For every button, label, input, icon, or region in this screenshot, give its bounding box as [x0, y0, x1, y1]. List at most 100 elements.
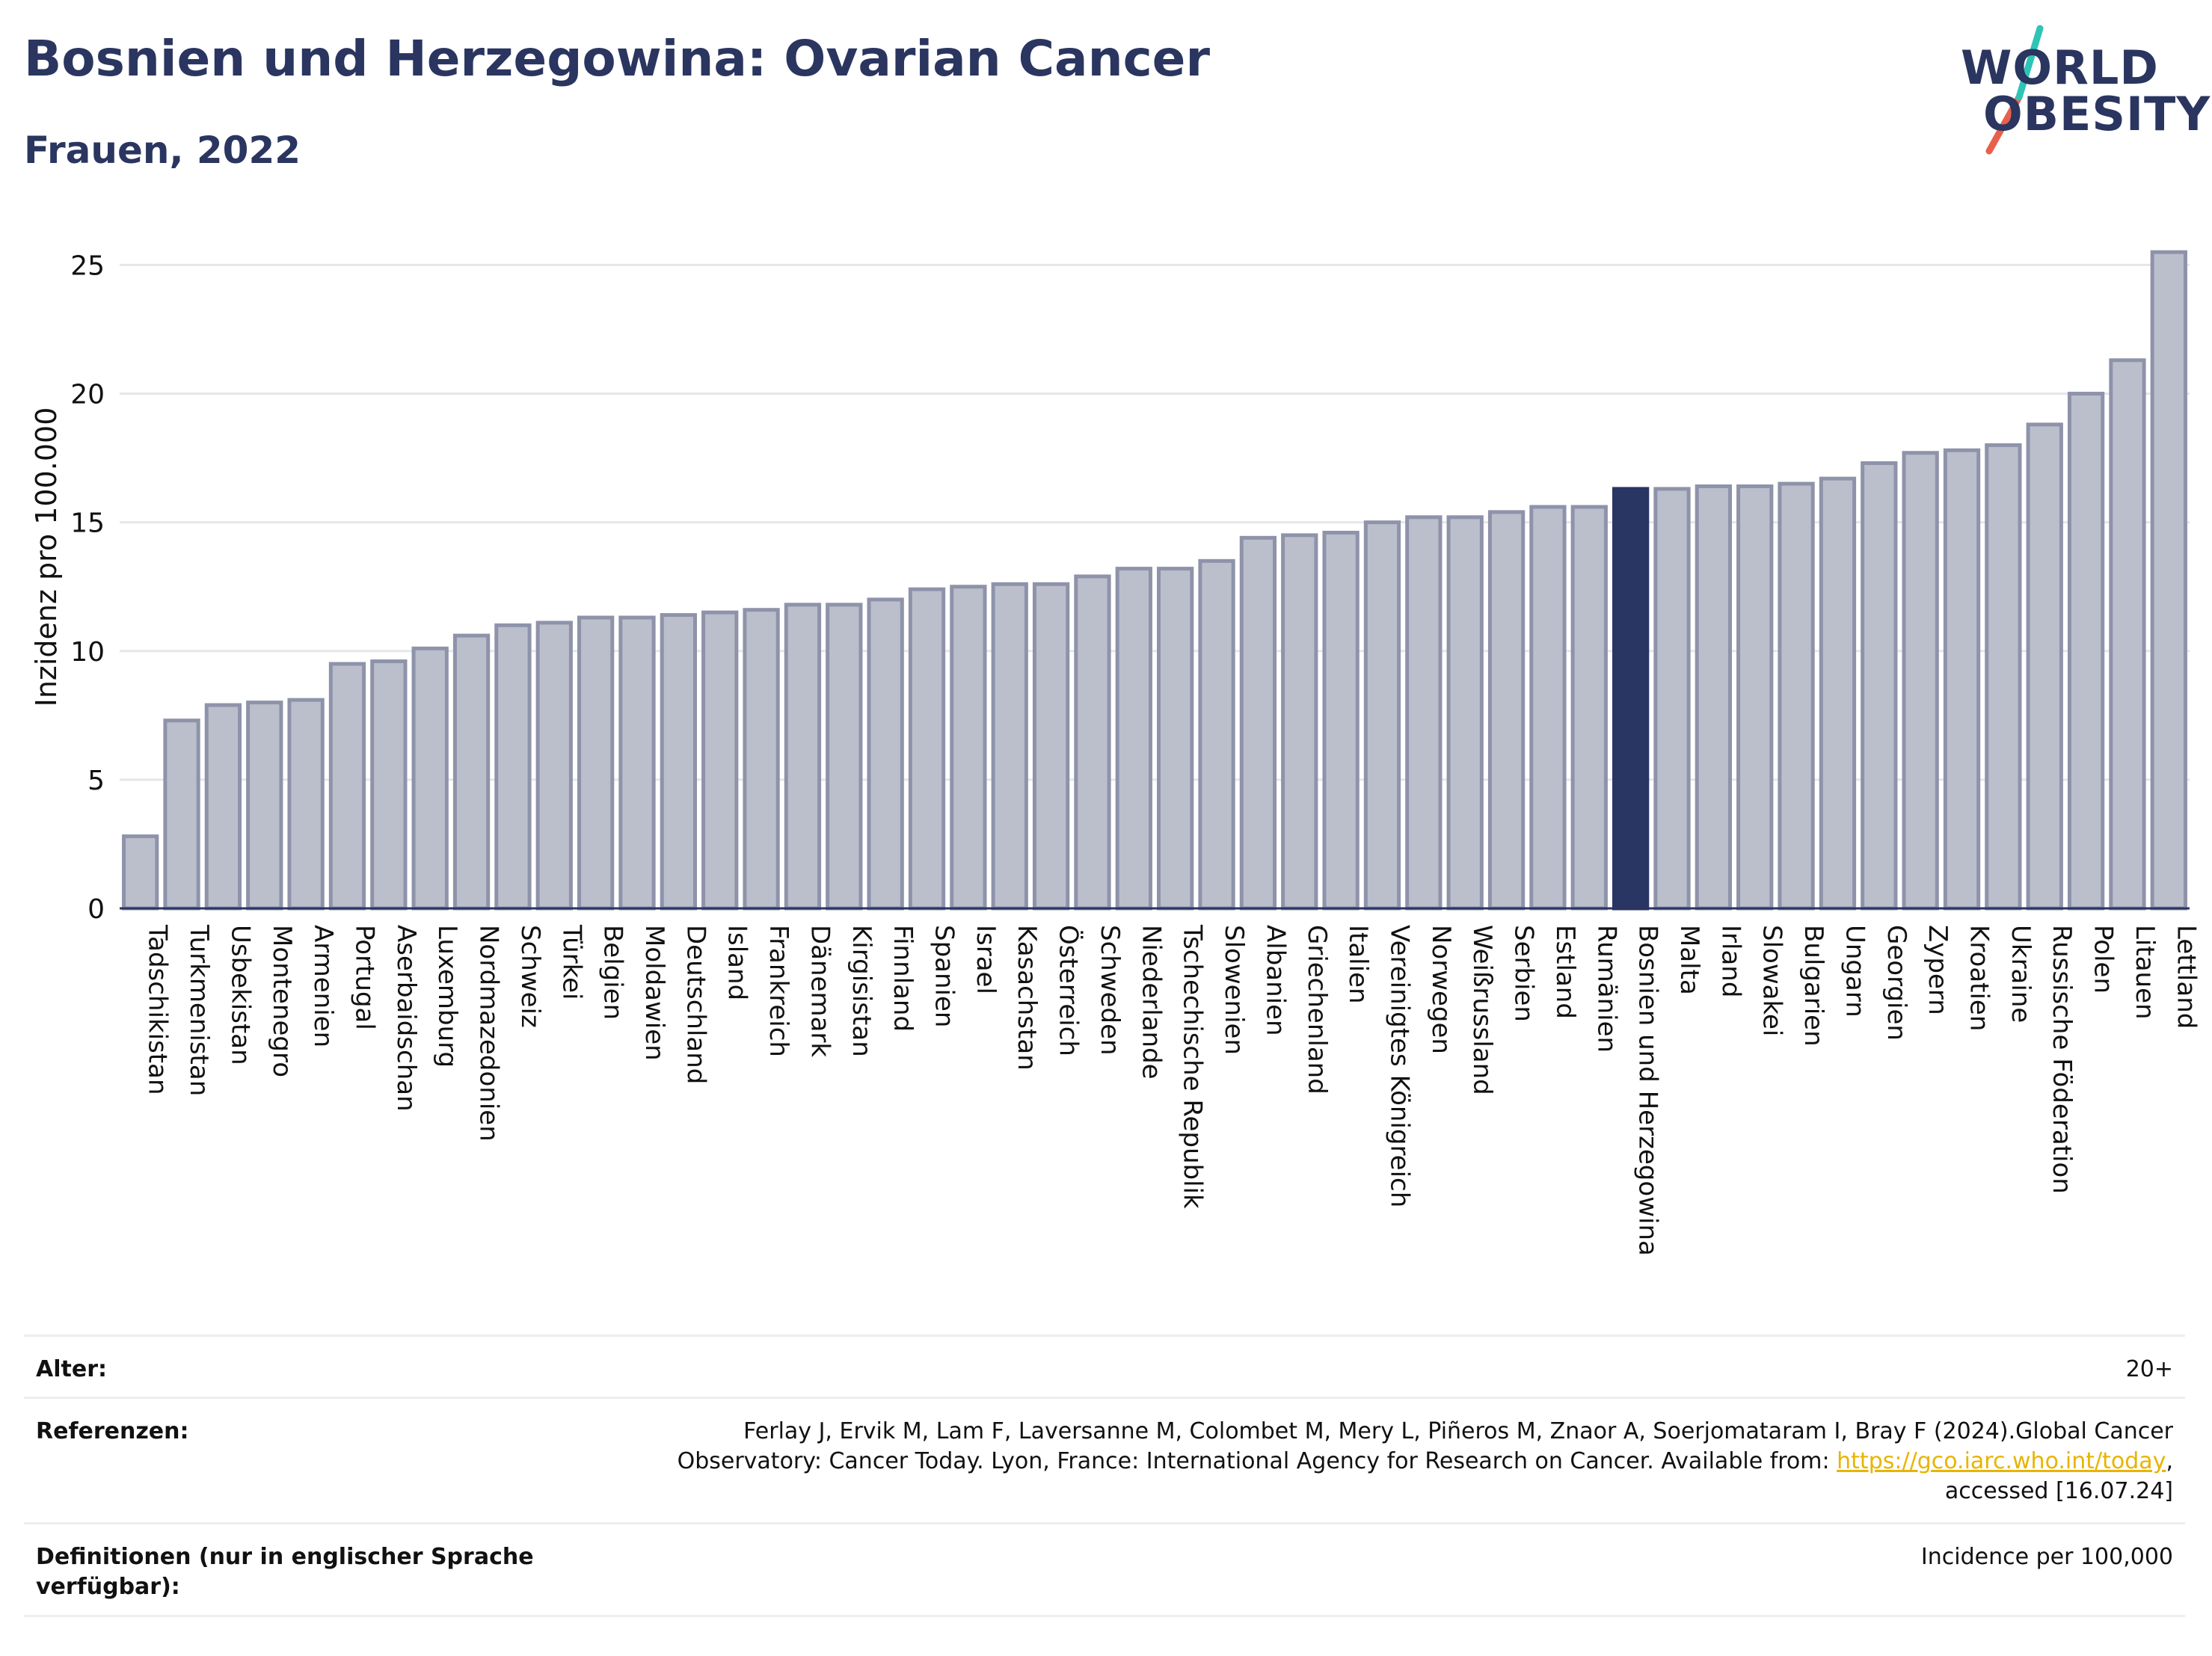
bar-slowakei[interactable]: [1736, 484, 1774, 911]
x-tick-label: Israel: [971, 925, 1001, 994]
x-tick-label: Belgien: [598, 925, 628, 1020]
bar-polen[interactable]: [2067, 392, 2105, 911]
bar-serbien[interactable]: [1487, 510, 1526, 911]
bar-schweiz[interactable]: [494, 623, 532, 911]
bar-vereinigtes-königreich[interactable]: [1363, 520, 1401, 911]
footer-divider: [24, 1615, 2185, 1617]
x-tick-label: Usbekistan: [225, 925, 255, 1065]
x-tick-label: Bulgarien: [1798, 925, 1828, 1047]
bar-nordmazedonien[interactable]: [452, 633, 491, 911]
bar-weißrussland[interactable]: [1446, 515, 1484, 911]
x-tick-label: Albanien: [1260, 925, 1290, 1036]
bar-armenien[interactable]: [287, 698, 325, 911]
x-tick-label: Weißrussland: [1467, 925, 1497, 1095]
x-tick-label: Nordmazedonien: [474, 925, 504, 1142]
x-tick-label: Zypern: [1923, 925, 1953, 1015]
bar-belgien[interactable]: [577, 615, 615, 911]
x-tick-label: Island: [722, 925, 752, 1000]
bar-tadschikistan[interactable]: [122, 834, 159, 911]
bar-slowenien[interactable]: [1198, 558, 1235, 911]
bar-lettland[interactable]: [2150, 250, 2187, 911]
x-tick-label: Irland: [1715, 925, 1745, 997]
bar-türkei[interactable]: [535, 621, 573, 911]
bar-montenegro[interactable]: [246, 701, 283, 911]
bar-kroatien[interactable]: [1943, 448, 1981, 911]
reference-link[interactable]: https://gco.iarc.who.int/today: [1837, 1448, 2166, 1474]
x-tick-label: Armenien: [308, 925, 338, 1047]
x-tick-label: Ungarn: [1840, 925, 1870, 1018]
bar-ukraine[interactable]: [1985, 443, 2022, 911]
y-tick-labels: 0 5 10 15 20 25: [70, 250, 105, 925]
x-tick-label: Bosnien und Herzegowina: [1633, 925, 1663, 1256]
bar-österreich[interactable]: [1032, 582, 1070, 911]
bar-malta[interactable]: [1653, 487, 1691, 911]
age-label: Alter:: [36, 1356, 107, 1382]
bar-albanien[interactable]: [1239, 535, 1277, 911]
chart-subtitle: Frauen, 2022: [24, 129, 301, 172]
x-tick-label: Montenegro: [267, 925, 297, 1077]
bar-aserbaidschan[interactable]: [370, 659, 408, 911]
bar-island[interactable]: [701, 610, 739, 911]
x-tick-label: Kroatien: [1964, 925, 1994, 1031]
bar-luxemburg[interactable]: [411, 646, 449, 911]
x-tick-label: Aserbaidschan: [391, 925, 421, 1112]
bar-norwegen[interactable]: [1405, 515, 1443, 911]
x-tick-label: Dänemark: [805, 925, 835, 1057]
logo-line2: OBESITY: [1983, 87, 2211, 141]
bar-frankreich[interactable]: [743, 608, 780, 911]
bar-usbekistan[interactable]: [204, 703, 242, 911]
reference-line-2: Observatory: Cancer Today. Lyon, France:…: [678, 1447, 2173, 1477]
x-tick-label: Luxemburg: [432, 925, 462, 1068]
bar-deutschland[interactable]: [660, 613, 698, 911]
x-tick-label: Tadschikistan: [143, 924, 173, 1095]
definitions-label-line-1: Definitionen (nur in englischer Sprache: [36, 1544, 534, 1570]
bar-tschechische-republik[interactable]: [1157, 567, 1194, 911]
bar-litauen[interactable]: [2109, 358, 2146, 911]
age-value: 20+: [2125, 1356, 2173, 1382]
bar-israel[interactable]: [950, 585, 987, 911]
definitions-label-line-2: verfügbar):: [36, 1574, 180, 1600]
chart-title: Bosnien und Herzegowina: Ovarian Cancer: [24, 30, 1210, 87]
footer-divider: [24, 1522, 2185, 1524]
x-tick-label: Kasachstan: [1012, 925, 1042, 1071]
bar-bosnien-und-herzegowina[interactable]: [1612, 487, 1650, 911]
references-text: Ferlay J, Ervik M, Lam F, Laversanne M, …: [678, 1417, 2173, 1506]
bar-kirgisistan[interactable]: [826, 603, 863, 911]
bar-italien[interactable]: [1322, 530, 1360, 911]
bar-bulgarien[interactable]: [1778, 481, 1815, 911]
x-tick-label: Deutschland: [681, 925, 710, 1084]
x-tick-label: Finnland: [888, 925, 918, 1032]
bar-chart: 0 5 10 15 20 25 Tadschikistan Turkmenistan Usbe…: [70, 250, 2201, 1256]
bar-georgien[interactable]: [1861, 461, 1898, 911]
x-tick-label: Russische Föderation: [2047, 925, 2077, 1194]
logo-line1: WORLD: [1961, 40, 2159, 95]
bar-portugal[interactable]: [328, 662, 366, 911]
x-tick-label: Italien: [1343, 925, 1373, 1004]
bar-rumänien[interactable]: [1570, 505, 1608, 911]
y-tick-label: 5: [87, 766, 105, 796]
bar-finnland[interactable]: [867, 597, 904, 911]
definitions-value: Incidence per 100,000: [1920, 1544, 2173, 1570]
bar-griechenland[interactable]: [1281, 533, 1318, 911]
bar-spanien[interactable]: [908, 587, 946, 911]
y-tick-label: 15: [70, 508, 105, 539]
bar-kasachstan[interactable]: [991, 582, 1028, 911]
bar-niederlande[interactable]: [1115, 567, 1152, 911]
bar-estland[interactable]: [1529, 505, 1567, 911]
bar-russische-föderation[interactable]: [2026, 422, 2063, 911]
bar-schweden[interactable]: [1074, 574, 1111, 911]
bar-turkmenistan[interactable]: [163, 718, 200, 911]
world-obesity-logo[interactable]: WORLD OBESITY: [1944, 22, 2210, 157]
bar-moldawien[interactable]: [618, 615, 656, 911]
bar-irland[interactable]: [1695, 484, 1733, 911]
reference-line-1: Ferlay J, Ervik M, Lam F, Laversanne M, …: [743, 1418, 2173, 1444]
x-tick-label: Portugal: [349, 925, 379, 1030]
x-tick-label: Georgien: [1881, 925, 1911, 1041]
bar-zypern[interactable]: [1902, 451, 1939, 911]
bar-ungarn[interactable]: [1819, 476, 1857, 911]
x-tick-label: Lettland: [2171, 925, 2201, 1029]
x-tick-label: Türkei: [556, 924, 586, 1000]
bar-dänemark[interactable]: [784, 603, 822, 911]
definitions-label: Definitionen (nur in englischer Sprache …: [36, 1542, 534, 1602]
reference-line-2-end: ,: [2166, 1448, 2173, 1474]
